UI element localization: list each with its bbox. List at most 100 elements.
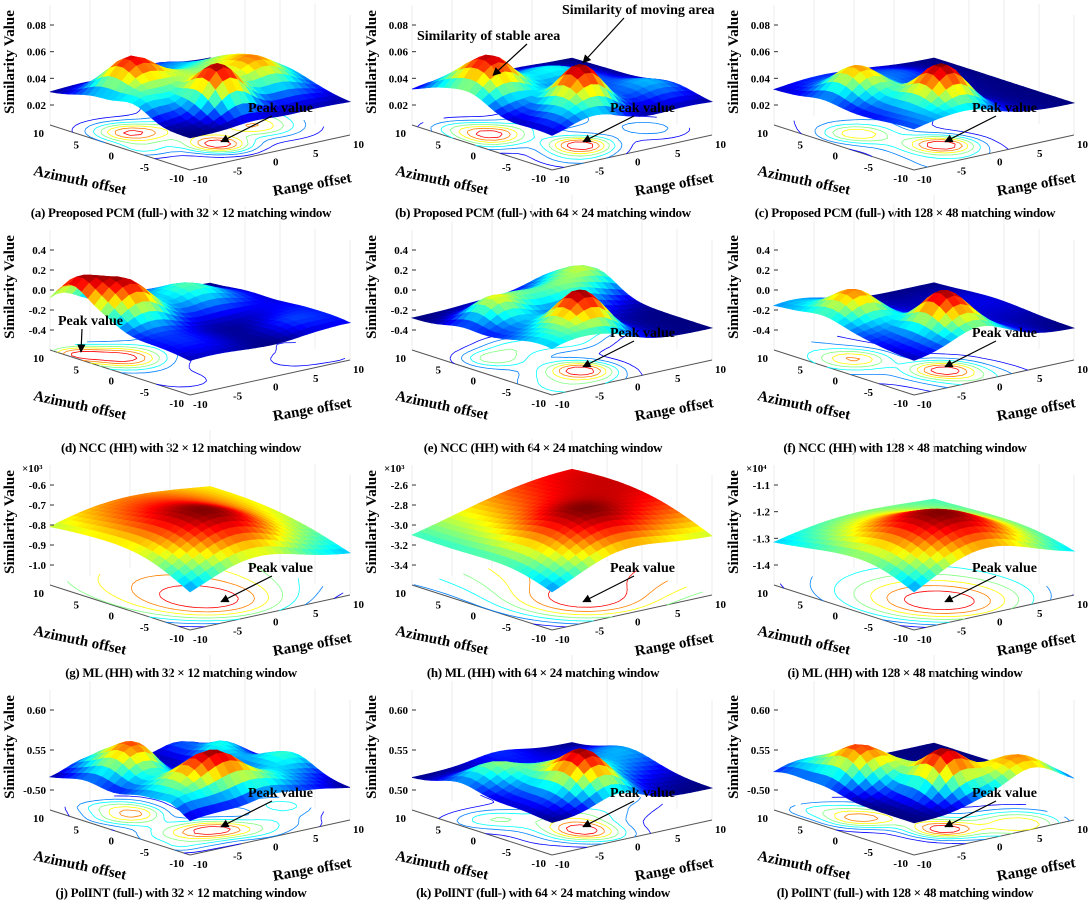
azimuth-axis-label: Azimuth offset [32,388,128,423]
contour-line [613,152,617,155]
contour-line [896,384,906,387]
contour-line [275,132,283,135]
contour-line [449,120,460,122]
surface-mesh [49,53,352,139]
contour-line [461,356,463,359]
contour-line [678,133,685,137]
contour-line [127,353,135,357]
contour-line [671,135,680,139]
contour-line [958,369,960,372]
contour-line [922,389,931,392]
contour-line [528,147,535,151]
contour-line [192,144,199,148]
contour-line [603,355,611,359]
contour-line [874,348,883,351]
axis-line [49,124,191,171]
contour-line [476,351,480,354]
contour-line [153,365,160,368]
contour-line [954,143,956,148]
contour-line [290,120,294,124]
contour-line [150,355,153,359]
contour-line [420,122,424,125]
contour-line [548,142,551,146]
contour-line [550,355,553,358]
contour-line [147,123,160,126]
contour-line [596,375,603,379]
contour-line [475,145,487,148]
contour-line [58,349,63,352]
contour-line [458,131,462,136]
contour-line [263,128,271,132]
contour-line [131,134,141,136]
contour-line [99,359,108,362]
contour-line [540,139,543,142]
contour-line [578,343,583,346]
contour-line [816,124,822,128]
contour-line [551,353,558,357]
contour-line [993,359,1002,363]
contour-line [150,346,155,349]
contour-line [552,368,555,372]
contour-line [233,150,242,153]
contour-line [951,157,962,160]
z-axis-label: Similarity Value [364,235,380,339]
contour-line [556,151,560,154]
contour-line [144,361,150,365]
contour-line [161,139,170,142]
contour-line [602,372,607,377]
contour-line [842,129,850,132]
contour-line [549,146,553,150]
contour-line [163,359,168,364]
contour-line [546,163,555,167]
contour-line [532,129,534,133]
contour-line [113,141,120,145]
contour-line [975,364,982,367]
axis-line [411,349,553,396]
contour-line [930,373,939,377]
contour-line [519,141,527,145]
contour-line [549,141,551,144]
contour-line [106,139,114,143]
contour-line [96,135,100,138]
contour-line [837,335,846,339]
range-tick-label: 10 [353,364,365,376]
contour-line [864,152,871,156]
contour-line [513,126,520,130]
contour-line [513,130,518,134]
contour-line [914,377,923,380]
contour-line [75,122,81,126]
contour-line [564,382,571,385]
contour-line [961,155,969,159]
contour-line [127,142,132,144]
contour-line [593,334,598,338]
contour-line [101,365,113,368]
contour-line [134,364,141,366]
contour-line [608,149,613,154]
contour-line [529,352,533,356]
contour-line [986,143,990,147]
contour-line [874,351,882,355]
contour-line [65,345,76,348]
contour-line [176,356,178,360]
contour-line [952,363,958,366]
contour-line [603,362,611,366]
contour-line [617,138,620,141]
contour-line [598,353,604,357]
contour-line [263,147,269,151]
contour-line [136,110,140,114]
contour-line [589,365,598,369]
contour-line [110,135,118,139]
contour-line [77,357,88,360]
surface-mesh [772,57,1076,130]
contour-line [161,367,168,371]
contour-line [976,367,981,371]
contour-line [873,147,882,150]
contour-line [832,357,835,362]
contour-line [101,133,107,138]
contour-line [940,379,949,381]
contour-line [925,365,933,368]
contour-line [466,140,474,143]
contour-line [800,132,802,135]
contour-line [828,140,836,143]
contour-line [946,359,955,362]
